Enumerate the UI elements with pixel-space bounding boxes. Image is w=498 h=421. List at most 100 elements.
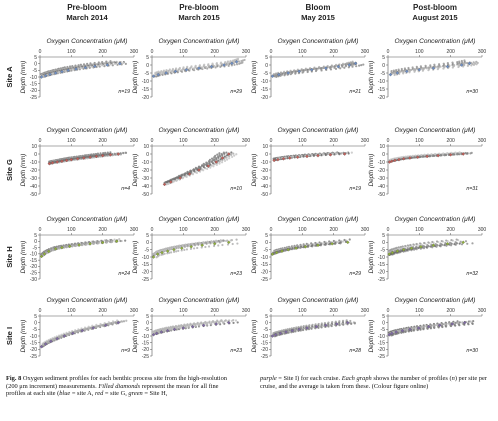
caption-blue: blue [59,390,71,398]
y-tick-label: -20 [142,269,149,275]
profile-point [358,64,361,67]
profile-point [231,155,234,159]
y-tick-label: 0 [265,152,268,158]
profile-point [388,158,391,162]
mean-diamond [281,157,286,161]
profile-point [113,238,116,241]
profile-point [196,246,199,250]
y-tick-label: 0 [146,240,149,246]
x-tick-label: 0 [39,138,42,144]
profile-point [166,181,169,184]
profile-point [178,327,182,330]
profile-point [401,245,404,248]
profile-point [295,326,298,329]
y-tick-label: -25 [378,354,385,360]
profile-point [192,322,196,325]
x-tick-label: 200 [210,49,219,55]
profile-point [204,320,207,324]
profile-point [326,65,329,68]
profile-point [444,322,448,325]
profile-point [348,238,351,241]
y-tick-label: -20 [30,88,37,94]
profile-point [188,68,191,71]
y-axis-title: Depth (mm) [368,320,375,353]
row-label: Site A [5,66,14,88]
mean-diamond [197,66,201,70]
mean-diamond [290,328,295,333]
profile-point [46,251,49,254]
profile-point [420,153,423,157]
profile-point [229,239,232,242]
profile-point [167,182,170,185]
profile-point [404,155,408,158]
profile-point [351,61,354,64]
y-tick-label: -25 [30,271,37,277]
mean-diamond [88,242,92,246]
mean-diamond [214,322,218,326]
caption-red: red [95,390,104,398]
profile-point [218,162,221,165]
x-tick-label: 200 [329,138,338,144]
mean-diamond [159,330,164,334]
profile-panel: Oxygen Concentration (μM)0 100 200 30050-5-… [251,38,369,101]
profile-point [412,68,415,71]
y-tick-label: 0 [265,320,268,326]
mean-diamond [160,250,164,255]
profile-point [284,248,287,251]
profile-point [97,242,100,245]
profile-point [404,330,407,333]
profile-point [317,326,320,329]
profile-point [423,153,426,156]
profile-point [287,331,290,334]
profile-point [467,320,471,323]
caption-eq-h: = Site H, [144,390,168,398]
profile-point [454,241,457,244]
y-tick-label: 0 [34,320,37,326]
mean-diamond [276,157,280,162]
mean-diamond [324,66,328,70]
profile-panel: Oxygen Concentration (μM)0 100 200 30050-5-… [251,216,369,283]
profile-point [217,322,221,325]
profile-point [238,62,241,65]
x-tick-label: 100 [179,227,188,233]
x-tick-label: 300 [242,138,251,144]
x-tick-label: 200 [446,138,455,144]
n-label: n=30 [466,348,478,354]
mean-diamond [387,160,392,164]
y-tick-label: -15 [378,87,385,93]
x-tick-label: 300 [242,49,251,55]
profile-point [210,157,214,160]
profile-point [305,324,308,327]
y-axis-title: Depth (mm) [368,154,375,187]
profile-point [105,153,108,156]
profile-point [124,151,128,154]
profile-point [188,244,191,247]
caption-eq-g: = site G, [104,390,127,398]
caption-green: green [128,390,143,398]
row-label: Site H [5,246,14,268]
profile-point [85,243,88,246]
profile-point [179,245,182,248]
caption-diamonds-rest: represent the mean for all fine profiles… [6,382,219,398]
profile-point [445,239,448,242]
profile-point [233,63,236,66]
profile-point [425,67,428,70]
y-tick-label: 5 [382,314,385,320]
profile-point [195,171,199,175]
profile-point [167,326,170,329]
mean-diamond [165,328,170,333]
x-tick-label: 300 [478,49,487,55]
profile-point [336,241,339,244]
mean-diamond [330,242,334,246]
profile-point [398,70,401,74]
y-tick-label: -15 [142,340,149,346]
profile-point [471,242,474,245]
profile-point [161,72,165,75]
y-tick-label: 0 [146,152,149,158]
profile-point [299,245,303,248]
mean-diamond [206,164,211,168]
profile-point [191,243,194,246]
mean-diamond [463,320,467,325]
profile-point [211,241,214,244]
x-tick-label: 300 [130,138,139,144]
